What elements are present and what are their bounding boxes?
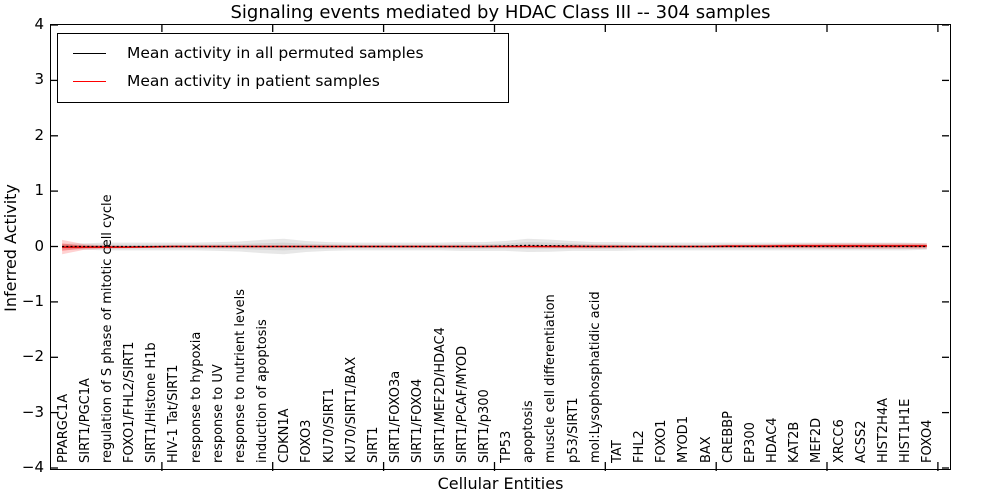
y-tick-label: 1	[34, 181, 44, 200]
x-tick-label: SIRT1/FOXO4	[410, 378, 426, 463]
permuted-mean-line	[62, 244, 927, 248]
chart-title: Signaling events mediated by HDAC Class …	[230, 2, 771, 23]
plot-area: PPARGC1A SIRT1/PGC1A regulation of S phase…	[50, 24, 951, 471]
x-tick-label: FOXO1	[654, 419, 670, 463]
patient-line-sample	[73, 80, 106, 82]
x-tick-label: HIST1H1E	[898, 398, 914, 463]
chart-canvas	[51, 24, 949, 471]
x-tick-label: SIRT1/Histone H1b	[144, 342, 160, 463]
x-tick-label: response to UV	[210, 364, 226, 463]
y-tick-label: −4	[21, 458, 44, 476]
x-tick-label: MYOD1	[676, 416, 692, 463]
y-tick-label: 0	[34, 236, 44, 255]
x-tick-label: induction of apoptosis	[255, 319, 271, 463]
x-tick-label: SIRT1/MEF2D/HDAC4	[432, 327, 448, 463]
y-tick-label: −2	[21, 347, 44, 366]
x-tick-label: BAX	[698, 436, 714, 463]
x-tick-label: SIRT1/p300	[476, 389, 492, 463]
x-tick-label: HIST2H4A	[875, 397, 891, 463]
y-tick-label: 2	[34, 125, 44, 144]
x-tick-label: EP300	[742, 422, 758, 463]
x-tick-label: CREBBP	[720, 411, 736, 463]
legend-item: Mean activity in patient samples	[58, 67, 508, 95]
x-tick-label: TAT	[609, 440, 625, 463]
x-tick-label: FOXO4	[920, 419, 936, 463]
x-tick-label: muscle cell differentiation	[543, 294, 559, 463]
x-tick-label: apoptosis	[521, 400, 537, 463]
x-tick-label: response to nutrient levels	[232, 288, 248, 463]
x-tick-label: TP53	[499, 430, 515, 463]
legend: Mean activity in all permuted samples Me…	[57, 33, 509, 103]
x-tick-label: mol:Lysophosphatidic acid	[587, 291, 603, 463]
x-tick-label: PPARGC1A	[55, 393, 71, 463]
x-tick-label: FOXO1/FHL2/SIRT1	[122, 341, 138, 463]
x-tick-label: XRCC6	[831, 419, 847, 463]
y-tick-label: 4	[34, 15, 44, 33]
x-tick-label: KU70/SIRT1/BAX	[343, 356, 359, 463]
legend-item-label: Mean activity in patient samples	[127, 72, 380, 90]
x-tick-label: SIRT1/FOXO3a	[388, 370, 404, 463]
x-tick-label: KU70/SIRT1	[321, 388, 337, 463]
x-tick-label: MEF2D	[809, 417, 825, 463]
x-tick-label: FHL2	[632, 430, 648, 463]
x-axis-label: Cellular Entities	[437, 474, 564, 493]
x-tick-label: ACSS2	[853, 420, 869, 463]
x-tick-label: response to hypoxia	[188, 331, 204, 463]
x-tick-label: HDAC4	[765, 417, 781, 463]
x-tick-label: SIRT1/PCAF/MYOD	[454, 345, 470, 463]
x-tick-label: KAT2B	[787, 421, 803, 463]
x-tick-label: SIRT1/PGC1A	[77, 378, 93, 463]
y-tick-label: 3	[34, 70, 44, 89]
x-tick-label: HIV-1 Tat/SIRT1	[166, 364, 182, 463]
permuted-line-sample	[73, 52, 106, 54]
x-tick-label: regulation of S phase of mitotic cell cy…	[99, 194, 115, 463]
legend-item-label: Mean activity in all permuted samples	[127, 44, 424, 62]
y-tick-label: −3	[21, 402, 44, 421]
x-tick-label: CDKN1A	[277, 408, 293, 463]
x-tick-label: p53/SIRT1	[565, 397, 581, 463]
x-tick-label: SIRT1	[366, 426, 381, 463]
legend-item: Mean activity in all permuted samples	[58, 39, 508, 67]
x-tick-label: FOXO3	[299, 419, 315, 463]
y-tick-label: −1	[21, 291, 44, 310]
